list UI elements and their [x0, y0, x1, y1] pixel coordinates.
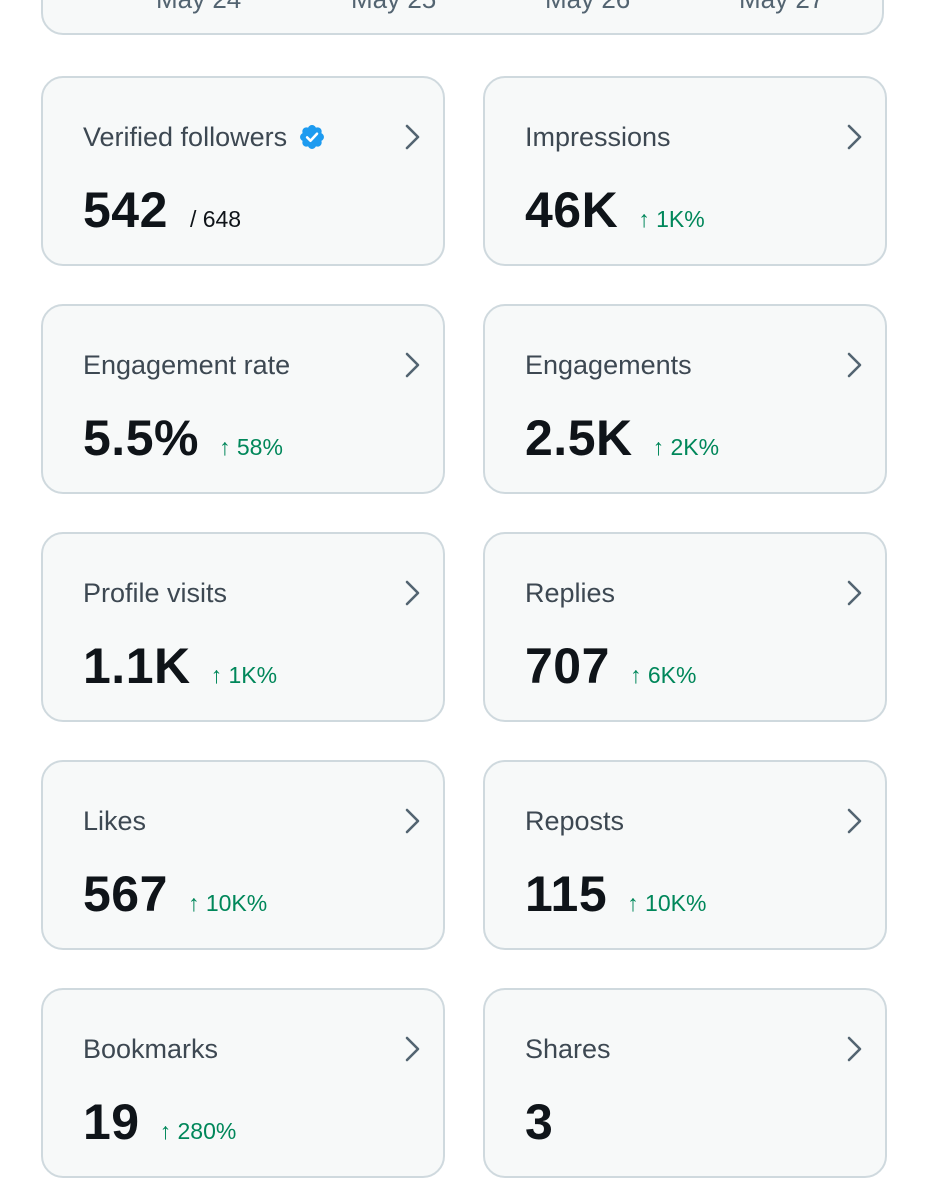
metric-value-row: 46K ↑ 1K% — [525, 180, 705, 240]
chevron-right-icon[interactable] — [401, 1034, 425, 1064]
metric-value-row: 115 ↑ 10K% — [525, 864, 706, 924]
metric-card-verified-followers[interactable]: Verified followers 542 / 648 — [41, 76, 445, 266]
metric-card-likes[interactable]: Likes 567 ↑ 10K% — [41, 760, 445, 950]
x-axis-tick-label: May 26 — [545, 0, 630, 15]
metric-card-impressions[interactable]: Impressions 46K ↑ 1K% — [483, 76, 887, 266]
metric-title: Engagements — [525, 350, 692, 380]
chevron-right-icon[interactable] — [401, 806, 425, 836]
chevron-right-icon[interactable] — [843, 806, 867, 836]
metric-card-engagements[interactable]: Engagements 2.5K ↑ 2K% — [483, 304, 887, 494]
metric-card-reposts[interactable]: Reposts 115 ↑ 10K% — [483, 760, 887, 950]
chevron-right-icon[interactable] — [401, 350, 425, 380]
metric-title: Shares — [525, 1034, 611, 1064]
metric-value-row: 542 / 648 — [83, 180, 241, 240]
metric-title-text: Verified followers — [83, 122, 288, 152]
metric-change: ↑ 10K% — [627, 890, 707, 916]
chevron-right-icon[interactable] — [843, 578, 867, 608]
metric-value: 5.5% — [83, 410, 199, 466]
metric-value-row: 1.1K ↑ 1K% — [83, 636, 277, 696]
x-axis-tick-label: May 25 — [351, 0, 436, 15]
metric-change: ↑ 1K% — [210, 662, 278, 688]
metric-value-row: 19 ↑ 280% — [83, 1092, 236, 1152]
metric-title: Replies — [525, 578, 616, 608]
x-axis-tick-label: May 24 — [156, 0, 241, 15]
chevron-right-icon[interactable] — [843, 122, 867, 152]
metric-value: 707 — [525, 638, 610, 694]
metric-change: ↑ 58% — [218, 434, 283, 460]
metric-card-engagement-rate[interactable]: Engagement rate 5.5% ↑ 58% — [41, 304, 445, 494]
metric-title: Reposts — [525, 806, 625, 836]
metric-change: ↑ 6K% — [629, 662, 697, 688]
metric-value: 1.1K — [83, 638, 191, 694]
metric-value-row: 5.5% ↑ 58% — [83, 408, 283, 468]
metric-value: 2.5K — [525, 410, 633, 466]
metric-value: 19 — [83, 1094, 140, 1150]
metric-value: 115 — [525, 866, 608, 922]
chevron-right-icon[interactable] — [843, 1034, 867, 1064]
metric-change: ↑ 280% — [159, 1118, 237, 1144]
metric-value: 46K — [525, 182, 619, 238]
metric-card-replies[interactable]: Replies 707 ↑ 6K% — [483, 532, 887, 722]
metric-value-row: 707 ↑ 6K% — [525, 636, 696, 696]
metric-change: ↑ 1K% — [638, 206, 705, 232]
metric-title: Engagement rate — [83, 350, 291, 380]
metric-value-row: 3 — [525, 1092, 553, 1152]
verified-badge-icon — [300, 125, 325, 149]
metric-title: Verified followers — [83, 120, 326, 154]
metric-value: 542 — [83, 182, 168, 238]
x-axis-tick-label: May 27 — [739, 0, 824, 15]
metric-total: / 648 — [189, 206, 242, 232]
chevron-right-icon[interactable] — [401, 122, 425, 152]
metric-change: ↑ 2K% — [652, 434, 720, 460]
metric-change: ↑ 10K% — [187, 890, 268, 916]
metric-title: Profile visits — [83, 578, 228, 608]
metric-value: 3 — [525, 1094, 554, 1150]
metric-title: Bookmarks — [83, 1034, 219, 1064]
metric-value: 567 — [83, 866, 168, 922]
metric-value-row: 2.5K ↑ 2K% — [525, 408, 719, 468]
chart-card: May 24 May 25 May 26 May 27 — [41, 0, 884, 35]
chevron-right-icon[interactable] — [401, 578, 425, 608]
metric-card-shares[interactable]: Shares 3 — [483, 988, 887, 1178]
chevron-right-icon[interactable] — [843, 350, 867, 380]
metric-card-bookmarks[interactable]: Bookmarks 19 ↑ 280% — [41, 988, 445, 1178]
metric-title: Likes — [83, 806, 147, 836]
metric-title: Impressions — [525, 122, 671, 152]
metric-value-row: 567 ↑ 10K% — [83, 864, 267, 924]
metric-card-profile-visits[interactable]: Profile visits 1.1K ↑ 1K% — [41, 532, 445, 722]
